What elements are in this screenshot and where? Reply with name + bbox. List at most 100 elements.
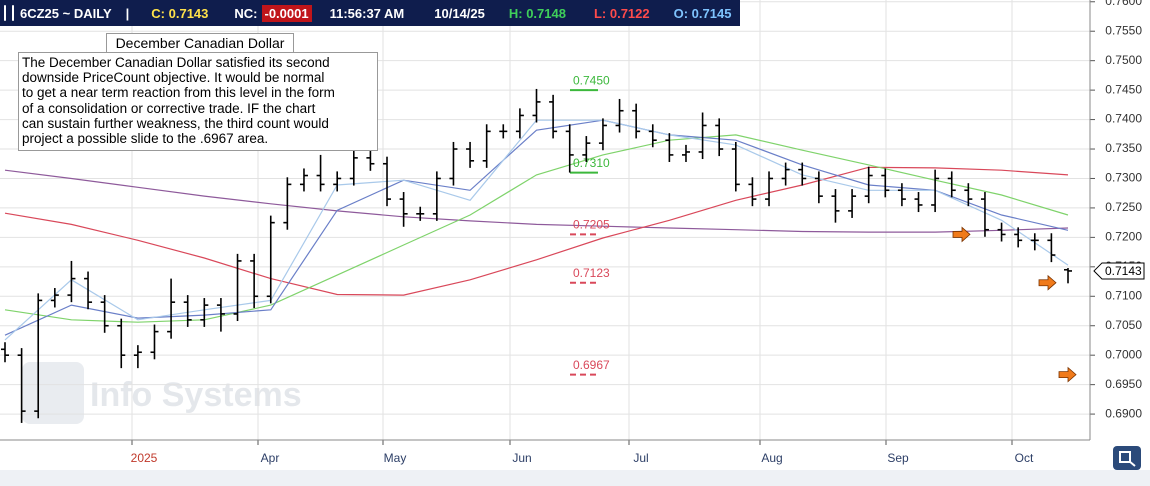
y-tick-label: 0.7250 (1105, 200, 1142, 214)
price-bar (980, 192, 989, 237)
close-value: C: 0.7143 (151, 5, 209, 21)
x-tick-label: Oct (1015, 451, 1034, 465)
price-bar (1047, 233, 1056, 263)
target-label: 0.7123 (573, 266, 610, 280)
price-bar (482, 124, 491, 168)
price-bar (781, 162, 790, 186)
price-bar (449, 141, 458, 186)
annotation-line: project a possible slide to the .6967 ar… (22, 131, 269, 147)
price-bar (333, 171, 342, 192)
price-bar (150, 324, 159, 360)
price-bar (34, 293, 43, 419)
price-bar (515, 108, 524, 139)
price-bar (499, 124, 508, 139)
price-bar (798, 162, 807, 186)
watermark: Info Systems (90, 376, 302, 414)
price-bar (881, 168, 890, 198)
close-icon[interactable] (4, 5, 6, 21)
net-change-label: NC: (234, 5, 258, 21)
price-bar (848, 189, 857, 218)
y-tick-label: 0.7450 (1105, 82, 1142, 96)
price-bar (216, 298, 225, 332)
y-tick-label: 0.7200 (1105, 230, 1142, 244)
price-bar (997, 222, 1006, 242)
watermark-logo (22, 362, 84, 424)
separator: | (125, 5, 130, 21)
price-bar (665, 133, 674, 162)
price-bar (1014, 227, 1023, 248)
moving-average (4, 134, 1069, 323)
y-tick-label: 0.7500 (1105, 53, 1142, 67)
x-tick-label: 2025 (131, 451, 158, 465)
price-bar (1064, 268, 1072, 284)
price-bar (1, 342, 9, 363)
price-bar (698, 112, 707, 160)
price-bar (117, 318, 126, 369)
price-bar (549, 94, 558, 139)
moving-average (4, 169, 1069, 233)
logo (1113, 446, 1141, 470)
price-bar (831, 189, 840, 223)
price-bar (283, 177, 292, 230)
annotation-line: can sustain further weakness, the third … (22, 115, 329, 131)
symbol: 6CZ25 ~ DAILY (20, 5, 112, 21)
y-tick-label: 0.7400 (1105, 112, 1142, 126)
price-bar (765, 171, 774, 207)
annotation-line: to get a near term reaction from this le… (22, 85, 335, 101)
price-bar (598, 118, 607, 151)
price-bar (399, 192, 408, 227)
footer-strip (0, 470, 1150, 486)
x-tick-label: May (384, 451, 407, 465)
price-bar (250, 253, 259, 309)
target-arrow (1038, 274, 1057, 291)
price-bar (50, 288, 59, 308)
y-tick-label: 0.7100 (1105, 288, 1142, 302)
price-bar (615, 98, 624, 133)
x-tick-label: Sep (887, 451, 909, 465)
x-tick-label: Aug (761, 451, 782, 465)
x-tick-label: Apr (261, 451, 280, 465)
price-bar (1030, 233, 1039, 251)
date: 10/14/25 (434, 5, 485, 21)
target-arrow (952, 226, 971, 243)
price-bar (466, 141, 475, 168)
last-price-tag (1093, 262, 1145, 280)
price-bar (731, 141, 740, 192)
y-tick-label: 0.6900 (1105, 406, 1142, 420)
price-bar (748, 177, 757, 207)
price-bar (565, 124, 574, 173)
price-bar (183, 295, 192, 327)
price-bar (17, 348, 26, 423)
y-tick-label: 0.7300 (1105, 171, 1142, 185)
price-bar (632, 103, 641, 139)
price-bar (133, 345, 142, 369)
price-bar (947, 171, 956, 198)
price-bar (299, 168, 308, 192)
price-bar (316, 154, 325, 192)
y-tick-label: 0.7600 (1105, 0, 1142, 8)
open-value: O: 0.7145 (673, 5, 732, 21)
price-bar (266, 215, 275, 304)
price-bar (897, 183, 906, 207)
price-bar (233, 253, 242, 322)
target-label: 0.7205 (573, 218, 610, 232)
annotation-box: The December Canadian Dollar satisfied i… (18, 52, 378, 151)
price-bar (416, 206, 425, 221)
price-bar (814, 171, 823, 204)
price-bar (383, 156, 392, 207)
target-label: 0.7450 (573, 73, 610, 87)
price-bar (582, 136, 591, 162)
y-tick-label: 0.7550 (1105, 23, 1142, 37)
menu-icon[interactable] (12, 5, 14, 21)
price-bar (648, 124, 657, 148)
target-arrow (1058, 366, 1077, 383)
target-label: 0.7310 (573, 156, 610, 170)
annotation-line: of a consolidation or corrective trade. … (22, 100, 316, 116)
logo-mark (1119, 451, 1136, 467)
y-tick-label: 0.6950 (1105, 377, 1142, 391)
low-value: L: 0.7122 (593, 5, 650, 21)
moving-average (4, 119, 1069, 336)
price-bar (84, 271, 93, 310)
price-bar (715, 118, 724, 157)
toolbar: 6CZ25 ~ DAILY | C: 0.7143 NC: -0.0001 11… (0, 0, 740, 26)
